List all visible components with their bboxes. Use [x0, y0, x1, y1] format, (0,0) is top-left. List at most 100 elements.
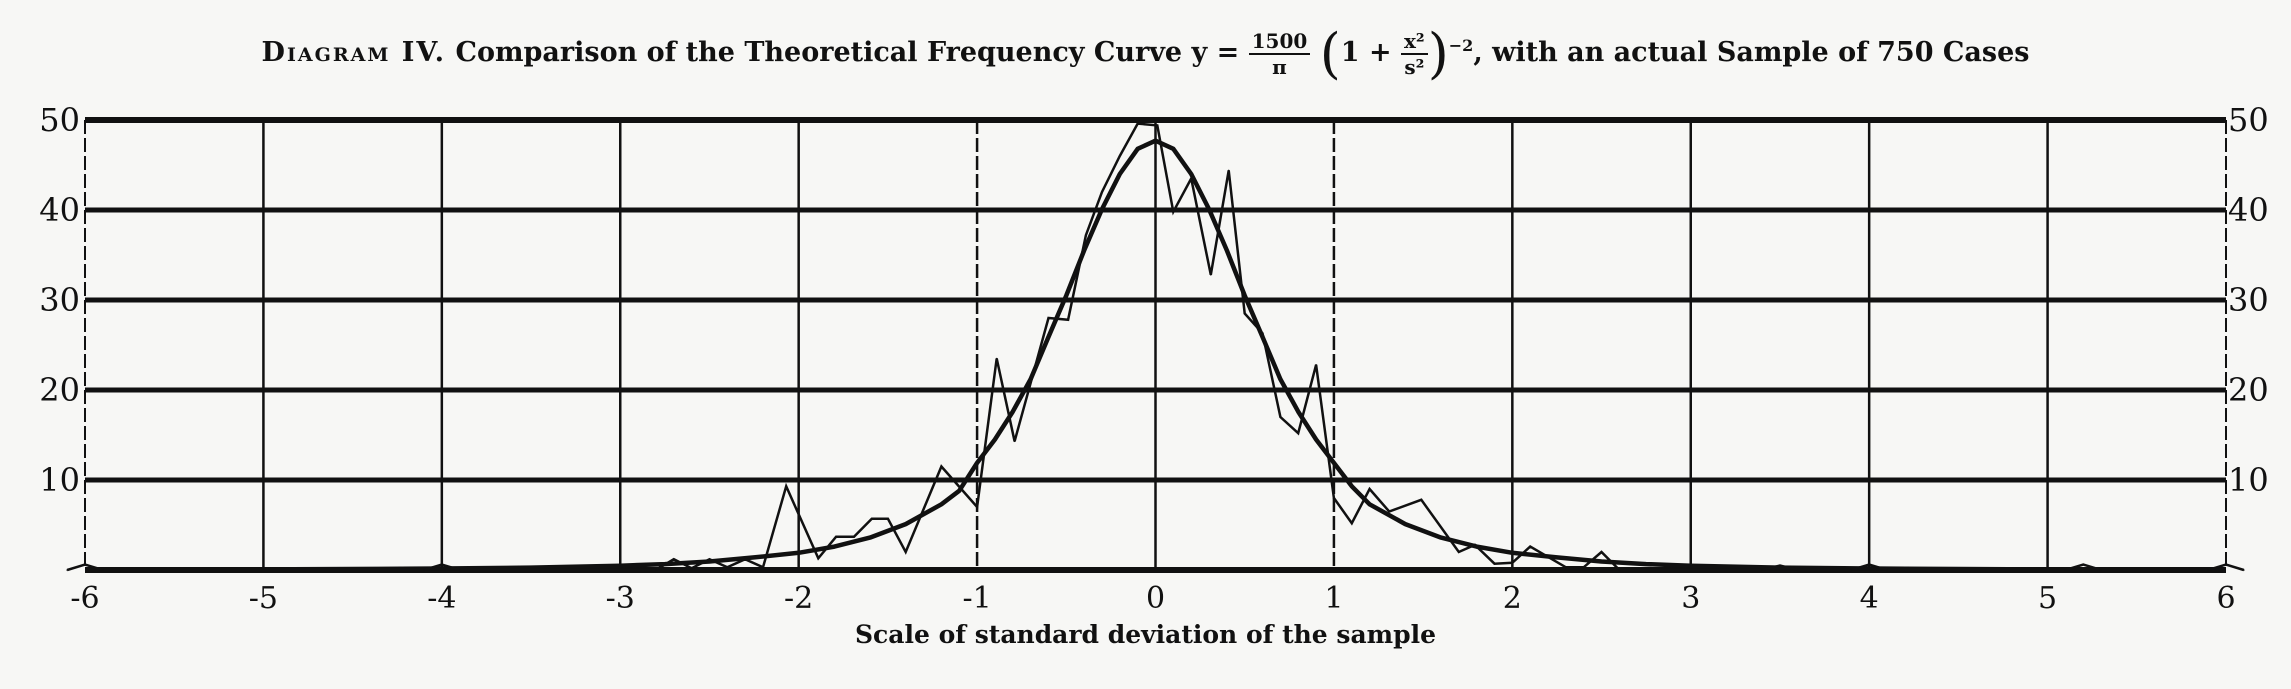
y-tick-label-right: 40	[2228, 191, 2269, 229]
title-prefix: Diagram IV.	[261, 37, 447, 68]
x-tick-label: 1	[1324, 581, 1343, 616]
sample-point	[1458, 551, 1460, 553]
sample-point	[1388, 510, 1391, 513]
sample-point	[1368, 488, 1371, 490]
y-tick-label-left: 10	[39, 461, 80, 499]
sample-point	[1600, 551, 1603, 553]
sample-point	[441, 563, 443, 566]
sample-point	[1886, 569, 1888, 571]
sample-point	[1474, 544, 1476, 546]
sample-point	[1013, 440, 1016, 443]
x-tick-label: -2	[784, 581, 813, 616]
sample-point	[744, 558, 746, 560]
sample-point	[1210, 274, 1212, 276]
sample-point	[1333, 497, 1335, 499]
x-tick-label: 4	[1860, 581, 1879, 616]
sample-point	[887, 517, 889, 520]
x-tick-label: 2	[1503, 581, 1522, 616]
chart-title: Diagram IV. Comparison of the Theoretica…	[0, 22, 2291, 85]
sample-point	[817, 557, 820, 560]
x-tick-label: -1	[962, 581, 991, 616]
x-tick-label: -4	[427, 581, 456, 616]
sample-point	[690, 567, 693, 569]
x-tick-label: -3	[606, 581, 635, 616]
formula-inner-denominator: s²	[1404, 54, 1425, 79]
y-tick-label-left: 30	[39, 281, 80, 319]
open-paren: (	[1319, 22, 1341, 85]
theoretical-curve-line	[84, 138, 2227, 572]
formula-exponent: −2	[1448, 36, 1474, 55]
y-tick-label-left: 40	[39, 191, 80, 229]
sample-point	[708, 558, 711, 560]
sample-point	[1243, 312, 1246, 315]
y-tick-label-right: 30	[2228, 281, 2269, 319]
sample-point	[1279, 416, 1282, 418]
x-tick-label: -5	[249, 581, 278, 616]
y-tick-label-right: 10	[2228, 461, 2269, 499]
sample-point	[1101, 191, 1103, 193]
sample-point	[1172, 211, 1175, 213]
sample-point	[1797, 569, 1799, 571]
sample-point	[1493, 562, 1496, 565]
sample-point	[1582, 566, 1585, 569]
sample-point	[1850, 569, 1853, 571]
sample-point	[940, 465, 943, 468]
sample-point	[672, 558, 675, 560]
sample-point	[976, 506, 978, 508]
sample-point	[1297, 432, 1300, 435]
formula-inner-fraction: x² s²	[1401, 29, 1428, 79]
sample-point	[904, 551, 907, 553]
sample-point	[1067, 319, 1069, 321]
sample-point	[853, 535, 855, 538]
y-tick-label-left: 20	[39, 371, 80, 409]
sample-polygon-line	[66, 122, 2245, 572]
sample-point	[2243, 569, 2245, 571]
sample-point	[1136, 122, 1139, 125]
sample-point	[66, 569, 68, 571]
sample-point	[1190, 177, 1192, 180]
sample-point	[995, 357, 998, 360]
y-tick-label-right: 20	[2228, 371, 2269, 409]
formula-inner-one: 1 +	[1340, 37, 1392, 68]
sample-point	[1227, 169, 1230, 172]
sample-point	[1350, 522, 1353, 524]
sample-point	[1565, 566, 1567, 569]
sample-point	[1119, 155, 1121, 157]
x-tick-label: 6	[2216, 581, 2235, 616]
tick-labels: -6 -5 -4 -3 -2 -1 0 1 2 3 4 5 6 10 10 20 20 30 30 40 40 50 50	[39, 101, 2268, 616]
close-paren: )	[1427, 22, 1449, 85]
sample-point	[423, 569, 425, 571]
x-tick-label: 0	[1146, 581, 1165, 616]
x-tick-label: 5	[2038, 581, 2057, 616]
grid	[84, 117, 2227, 573]
sample-point	[2207, 569, 2209, 571]
sample-point	[1315, 364, 1317, 366]
sample-point	[1420, 499, 1423, 501]
sample-point	[1618, 569, 1621, 571]
title-text-before: Comparison of the Theoretical Frequency …	[455, 37, 1240, 68]
formula-fraction: 1500 π	[1248, 29, 1311, 79]
sample-point	[1261, 332, 1264, 335]
sample-point	[1047, 317, 1050, 319]
sample-point	[835, 535, 837, 538]
sample-point	[2225, 563, 2227, 566]
formula-inner-numerator: x²	[1401, 29, 1428, 55]
series-layer	[66, 122, 2245, 572]
sample-point	[1156, 124, 1159, 127]
sample-point	[785, 485, 787, 488]
sample-point	[655, 569, 657, 571]
x-tick-label: -6	[70, 581, 99, 616]
sample-point	[1761, 569, 1763, 571]
sample-point	[1085, 234, 1087, 236]
y-tick-label-right: 50	[2228, 101, 2269, 139]
x-tick-label: 3	[1681, 581, 1700, 616]
sample-point	[2064, 569, 2067, 571]
sample-point	[1868, 563, 1870, 566]
sample-point	[726, 566, 729, 569]
sample-point	[2100, 569, 2102, 571]
sample-point	[458, 569, 461, 571]
y-tick-label-left: 50	[39, 101, 80, 139]
title-text-after: , with an actual Sample of 750 Cases	[1473, 37, 2030, 68]
x-axis-label: Scale of standard deviation of the sampl…	[854, 620, 1437, 649]
sample-point	[102, 569, 104, 571]
